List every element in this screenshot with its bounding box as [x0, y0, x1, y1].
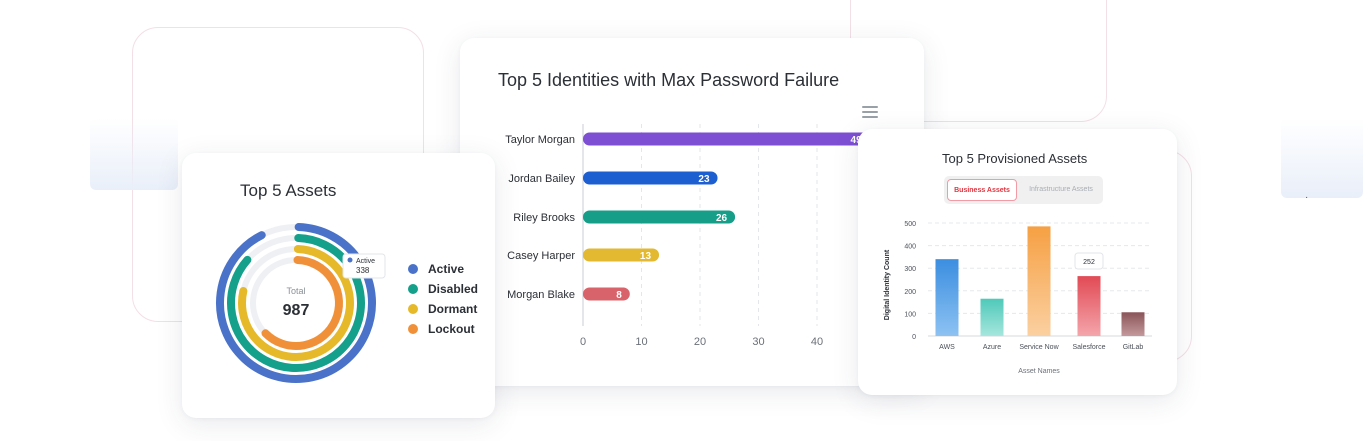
bar-tooltip: 252 — [1074, 252, 1104, 270]
bar-salesforce — [1077, 276, 1101, 336]
x-category-label: GitLab — [1123, 344, 1144, 351]
bar-casey-harper — [583, 248, 660, 262]
bar-value-label: 23 — [698, 174, 710, 185]
y-category-label: Jordan Bailey — [508, 173, 575, 185]
x-category-label: Azure — [983, 344, 1001, 351]
x-tick-label: 40 — [811, 336, 823, 348]
x-tick-label: 20 — [694, 336, 706, 348]
bar-value-label: 49 — [851, 135, 863, 146]
assets-card-title: Top 5 Assets — [240, 181, 337, 200]
background-dot: . — [1305, 190, 1308, 201]
provisioned-assets-card: Top 5 Provisioned Assets Business Assets… — [858, 129, 1177, 395]
x-category-label: Salesforce — [1072, 344, 1105, 351]
legend-dot-icon — [408, 304, 418, 314]
donut-tooltip-dot — [347, 257, 353, 263]
bar-tooltip-value: 252 — [1083, 259, 1095, 266]
y-category-label: Taylor Morgan — [505, 134, 575, 146]
legend-label: Lockout — [428, 322, 475, 336]
x-category-label: Service Now — [1019, 344, 1059, 351]
y-axis-title: Digital Identity Count — [884, 249, 891, 320]
legend-dot-icon — [408, 264, 418, 274]
bar-value-label: 8 — [616, 290, 622, 301]
bar-aws — [935, 259, 959, 336]
bar-gitlab — [1121, 312, 1145, 336]
x-tick-label: 10 — [635, 336, 647, 348]
donut-tooltip-value: 338 — [356, 266, 370, 275]
ring-arc-dormant — [238, 245, 354, 361]
legend-label: Disabled — [428, 282, 479, 296]
bar-tooltip-box — [1074, 252, 1104, 270]
donut-tooltip-box — [342, 253, 386, 279]
x-category-label: AWS — [939, 344, 955, 351]
bar-jordan-bailey — [583, 171, 718, 185]
donut-total-label: Total — [286, 286, 305, 296]
background-fade-right — [1281, 118, 1363, 198]
bar-value-label: 26 — [716, 213, 728, 224]
tab-infrastructure-assets[interactable]: Infrastructure Assets — [1029, 186, 1093, 193]
bar-taylor-morgan — [583, 132, 870, 146]
y-tick-label: 200 — [904, 289, 916, 296]
x-tick-label: 0 — [580, 336, 586, 348]
y-tick-label: 0 — [912, 334, 916, 341]
bar-value-label: 13 — [640, 251, 652, 262]
y-tick-label: 500 — [904, 221, 916, 228]
legend-item-active[interactable]: Active — [408, 259, 464, 279]
asset-type-tabs: Business Assets Infrastructure Assets — [944, 176, 1103, 204]
donut-tooltip-label: Active — [356, 258, 375, 265]
tab-business-assets[interactable]: Business Assets — [947, 179, 1017, 201]
legend-label: Active — [428, 262, 465, 276]
legend-dot-icon — [408, 324, 418, 334]
legend-label: Dormant — [428, 302, 478, 316]
provisioned-card-title: Top 5 Provisioned Assets — [942, 151, 1088, 166]
password-failure-chart: 0 10 20 30 40 Taylor Morgan 49 Jordan Bailey 23 R… — [505, 124, 870, 348]
y-tick-label: 300 — [904, 266, 916, 273]
legend-dot-icon — [408, 284, 418, 294]
menu-icon[interactable] — [862, 106, 878, 118]
y-category-label: Riley Brooks — [513, 212, 575, 224]
y-tick-label: 100 — [904, 311, 916, 318]
bar-morgan-blake — [583, 287, 630, 301]
y-category-label: Casey Harper — [507, 250, 575, 262]
ring-arc-lockout — [261, 256, 343, 350]
assets-card: Top 5 Assets Total 987 Active 338 Active Dis… — [182, 153, 495, 418]
x-axis-title: Asset Names — [1018, 368, 1060, 375]
y-tick-label: 400 — [904, 244, 916, 251]
x-tick-label: 30 — [752, 336, 764, 348]
password-failure-card: Top 5 Identities with Max Password Failu… — [460, 38, 924, 386]
donut-total-value: 987 — [283, 302, 310, 319]
bar-service-now — [1027, 226, 1051, 336]
legend-item-lockout[interactable]: Lockout — [408, 319, 475, 339]
provisioned-assets-chart: 0 100 200 300 400 500 AWS Azure Service Now Sales… — [884, 221, 1152, 375]
bar-riley-brooks — [583, 210, 736, 224]
password-card-title: Top 5 Identities with Max Password Failu… — [498, 70, 840, 90]
bar-azure — [980, 298, 1004, 336]
background-fade-left — [90, 118, 178, 190]
assets-legend: Active Disabled Dormant Lockout — [408, 259, 488, 349]
y-category-label: Morgan Blake — [507, 289, 575, 301]
legend-item-dormant[interactable]: Dormant — [408, 299, 477, 319]
legend-item-disabled[interactable]: Disabled — [408, 279, 478, 299]
